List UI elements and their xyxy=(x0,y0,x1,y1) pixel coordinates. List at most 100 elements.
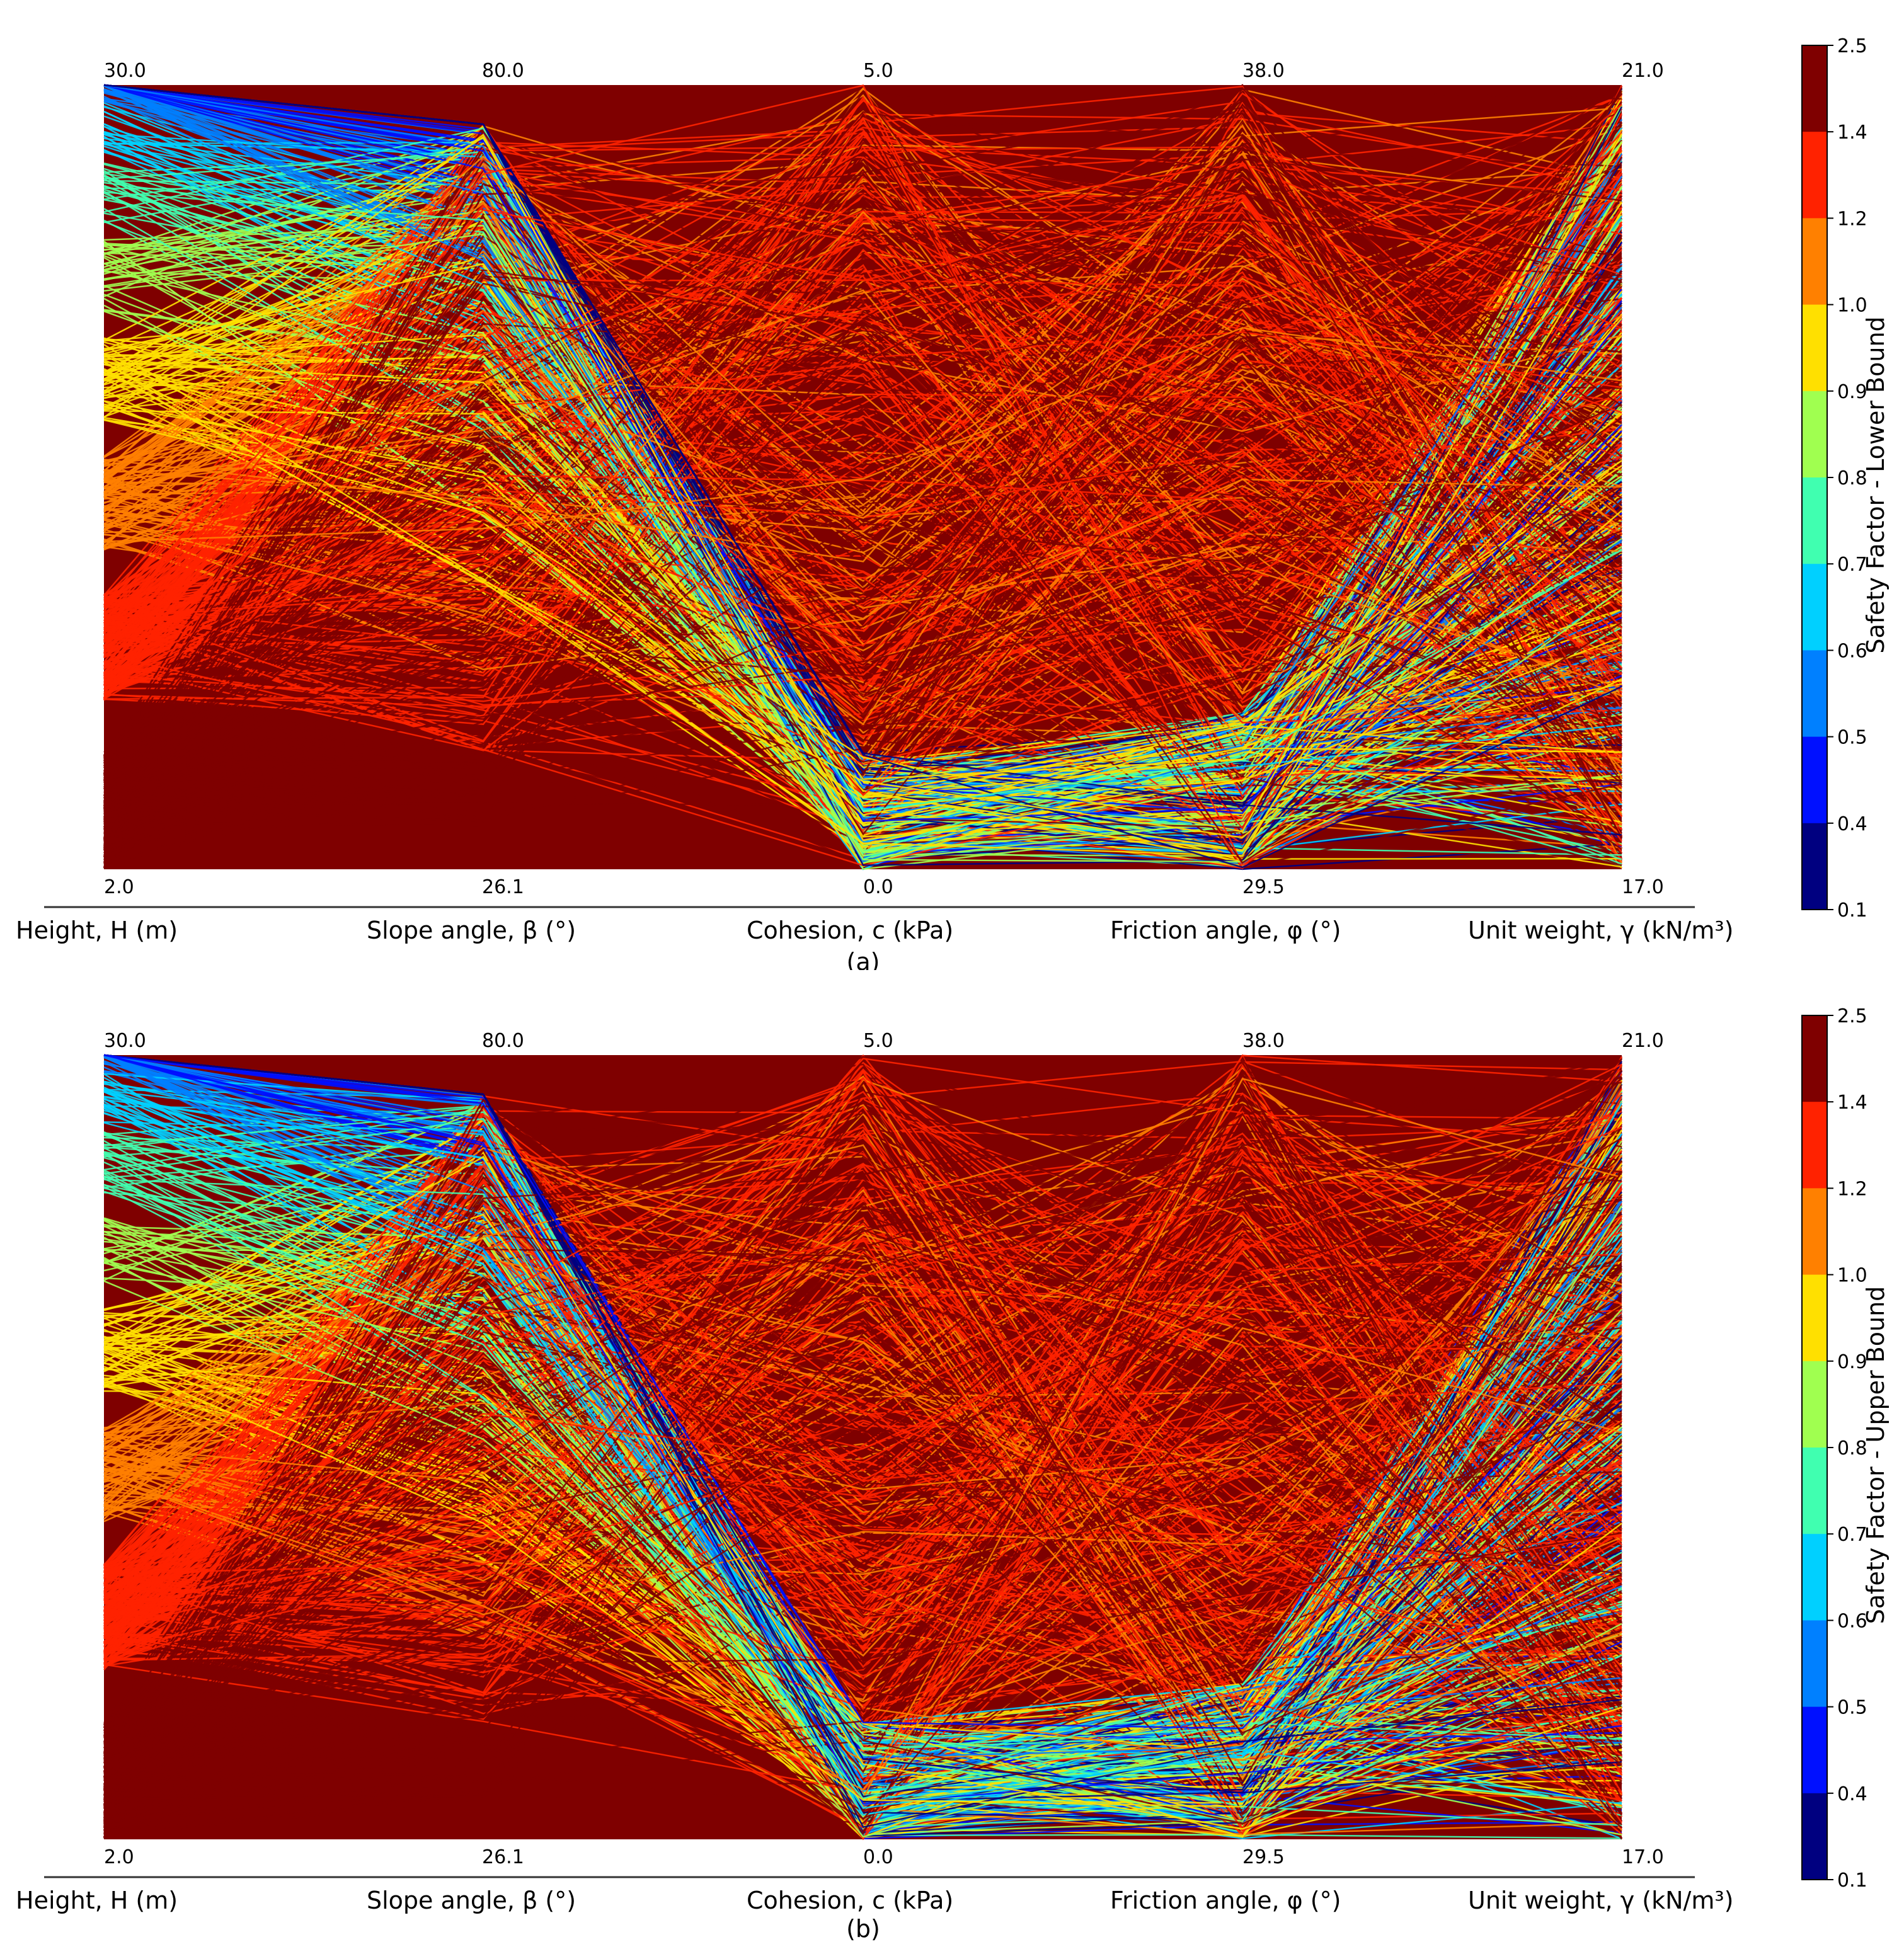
colorbar-segment xyxy=(1802,45,1827,132)
sample-polyline xyxy=(103,1155,1622,1836)
sample-polyline xyxy=(103,146,1622,868)
sample-polyline xyxy=(103,368,1622,670)
sample-polyline xyxy=(103,638,1622,772)
axis-5-min-label: 17.0 xyxy=(1622,876,1664,898)
colorbar-segment xyxy=(1802,564,1827,651)
sample-polyline xyxy=(103,277,1622,821)
sample-polyline xyxy=(103,344,1622,839)
sample-polyline xyxy=(103,1105,1622,1799)
sample-polyline xyxy=(103,356,1622,867)
sample-polyline xyxy=(103,1328,1622,1771)
sample-polyline xyxy=(103,1077,1622,1725)
sample-polyline xyxy=(103,1428,1622,1789)
sample-polyline xyxy=(103,1229,1622,1636)
sample-polyline xyxy=(103,1066,1622,1759)
colorbar-tick-label: 1.2 xyxy=(1837,208,1867,230)
sample-polyline xyxy=(103,206,1622,706)
sample-polyline xyxy=(103,1225,1622,1732)
sample-polyline xyxy=(103,1102,1622,1577)
sample-polyline xyxy=(103,93,1622,780)
sample-polyline xyxy=(103,1076,1623,1605)
sample-polyline xyxy=(103,311,1622,837)
axis-2-min-label: 26.1 xyxy=(482,1846,524,1868)
axis-3-title: Cohesion, c (kPa) xyxy=(747,1887,953,1914)
sample-polyline xyxy=(103,1076,1623,1839)
axis-5-max-label: 21.0 xyxy=(1622,1030,1664,1052)
colorbar-a: 2.5 1.4 1.2 1.0 0.9 0.8 0.7 0.6 0.5 0.4 0.1 xyxy=(1801,35,1867,922)
panel-a: 30.0 80.0 5.0 38.0 21.0 2.0 26.1 0.0 29.… xyxy=(0,0,1904,970)
colorbar-tick-label: 0.6 xyxy=(1837,1610,1867,1632)
sample-polyline xyxy=(103,1095,1622,1759)
sample-polyline xyxy=(103,186,1622,654)
sample-polyline xyxy=(103,1054,1622,1729)
axis-3-title: Cohesion, c (kPa) xyxy=(747,917,953,944)
sample-polyline xyxy=(103,1121,1622,1778)
sample-polyline xyxy=(103,351,1622,815)
sample-polyline xyxy=(103,204,1622,724)
sample-polyline xyxy=(103,347,1622,811)
sample-polyline xyxy=(103,1170,1622,1643)
sample-polyline xyxy=(103,1204,1623,1793)
sample-polyline xyxy=(103,1054,1622,1824)
sample-polyline xyxy=(103,1383,1622,1736)
sample-polyline xyxy=(103,193,1622,839)
sample-polyline xyxy=(103,1228,1622,1825)
sample-polyline xyxy=(103,1434,1622,1775)
sample-polyline xyxy=(103,1097,1623,1809)
axis-4-max-label: 38.0 xyxy=(1242,60,1285,82)
sample-polyline xyxy=(103,1352,1622,1825)
sample-polyline xyxy=(103,158,1622,863)
sample-polyline xyxy=(103,1391,1622,1711)
sample-polyline xyxy=(103,1373,1622,1761)
sample-polyline xyxy=(103,250,1622,660)
sample-polyline xyxy=(103,197,1622,777)
axis-3-max-label: 5.0 xyxy=(863,60,893,82)
axis-1-max-label: 30.0 xyxy=(104,60,146,82)
sample-polyline xyxy=(103,1291,1622,1761)
axis-1-min-label: 2.0 xyxy=(104,1846,134,1868)
sample-polyline xyxy=(103,84,1622,866)
sample-polyline xyxy=(103,1259,1622,1829)
sample-polyline xyxy=(103,1070,1622,1608)
colorbar-b-label: Safety Factor - Upper Bound xyxy=(1862,1286,1890,1625)
sample-polyline xyxy=(103,146,1622,616)
axis-4-min-label: 29.5 xyxy=(1242,1846,1285,1868)
sample-polyline xyxy=(103,303,1622,738)
sample-polyline xyxy=(103,1106,1622,1619)
sample-polyline xyxy=(103,1276,1623,1824)
colorbar-tick-label: 0.9 xyxy=(1837,381,1867,403)
colorbar-tick-label: 1.4 xyxy=(1837,122,1867,144)
colorbar-segment xyxy=(1802,477,1827,564)
sample-polyline xyxy=(103,313,1622,790)
axis-5-max-label: 21.0 xyxy=(1622,60,1664,82)
sample-polyline xyxy=(103,1161,1622,1750)
axis-1-title: Height, H (m) xyxy=(16,917,178,944)
sample-polyline xyxy=(103,1165,1622,1752)
sample-polyline xyxy=(103,84,1622,814)
sample-polyline xyxy=(103,1246,1622,1659)
sample-polyline xyxy=(103,96,1622,831)
sample-polyline xyxy=(103,84,1623,820)
sample-polyline xyxy=(103,134,1622,849)
sample-polyline xyxy=(103,1137,1622,1778)
sample-polyline xyxy=(103,121,1622,762)
sample-polyline xyxy=(103,343,1622,869)
colorbar-tick-label: 1.0 xyxy=(1837,1265,1867,1287)
sample-polyline xyxy=(103,124,1623,779)
sample-polyline xyxy=(103,124,1622,809)
sample-polyline xyxy=(103,98,1623,840)
axis-3-max-label: 5.0 xyxy=(863,1030,893,1052)
sample-polyline xyxy=(103,404,1622,785)
sample-polyline xyxy=(103,280,1622,599)
sample-polyline xyxy=(103,474,1622,663)
sample-polyline xyxy=(103,1105,1622,1662)
axis-1-max-label: 30.0 xyxy=(104,1030,146,1052)
sample-polyline xyxy=(103,1318,1622,1575)
sample-polyline xyxy=(103,1238,1622,1832)
colorbar-tick-label: 0.7 xyxy=(1837,1524,1867,1546)
sample-polyline xyxy=(103,1206,1622,1838)
sample-polyline xyxy=(103,127,1622,826)
sample-polyline xyxy=(103,215,1622,836)
sample-polyline xyxy=(103,1252,1622,1668)
sample-polyline xyxy=(103,88,1622,758)
